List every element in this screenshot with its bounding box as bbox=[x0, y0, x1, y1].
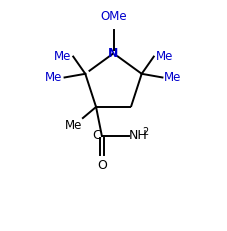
Text: C: C bbox=[92, 129, 101, 142]
Text: N: N bbox=[108, 47, 119, 60]
Text: Me: Me bbox=[64, 119, 82, 132]
Text: O: O bbox=[97, 159, 107, 172]
Text: Me: Me bbox=[45, 71, 63, 84]
Text: 2: 2 bbox=[142, 127, 149, 137]
Text: OMe: OMe bbox=[100, 10, 127, 23]
Text: Me: Me bbox=[54, 50, 71, 63]
Text: Me: Me bbox=[156, 50, 173, 63]
Text: Me: Me bbox=[164, 71, 182, 84]
Text: NH: NH bbox=[129, 129, 147, 142]
